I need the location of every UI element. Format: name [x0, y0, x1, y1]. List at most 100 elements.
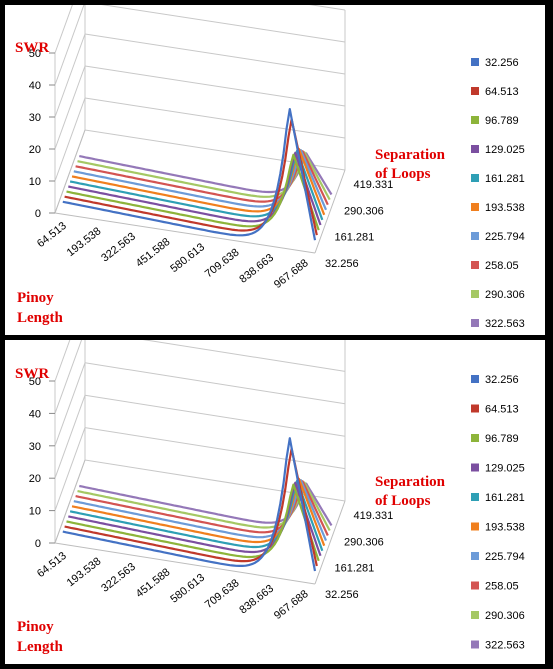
legend-label: 290.306	[485, 289, 525, 301]
legend-label: 161.281	[485, 492, 525, 504]
legend-swatch	[471, 375, 479, 383]
legend-swatch	[471, 404, 479, 413]
legend-label: 322.563	[485, 640, 525, 652]
legend-swatch	[471, 203, 479, 211]
gridline-back	[84, 362, 346, 405]
gridline-left	[54, 395, 86, 479]
legend-label: 129.025	[485, 144, 525, 156]
gridline-left	[54, 5, 85, 86]
chart-panel-top: 0 10 20 30 40 50 64.513 193.538 322.563 451.588 58…	[5, 5, 545, 335]
x-tick-label: 838.663	[237, 252, 276, 286]
z-tick-label: 30	[29, 112, 41, 124]
depth-tick-label: 32.256	[325, 589, 359, 601]
gridline-left	[54, 65, 86, 150]
depth-axis-label-line1: Separation	[375, 474, 446, 490]
depth-tick-label: 32.256	[325, 258, 359, 270]
legend-label: 161.281	[485, 173, 525, 185]
z-tick-label: 0	[35, 538, 41, 550]
gridline-left	[54, 427, 86, 511]
legend-label: 225.794	[485, 231, 525, 243]
depth-tick-label: 161.281	[335, 563, 375, 575]
gridline-left	[54, 340, 83, 414]
z-tick-label: 20	[29, 473, 41, 485]
legend-swatch	[471, 261, 479, 269]
series-line-96-789	[66, 153, 320, 231]
chart-top: 0102030405064.513193.538322.563451.58858…	[15, 5, 525, 330]
gridline-left	[54, 33, 86, 118]
x-tick-label: 451.588	[134, 566, 173, 600]
legend-label: 32.256	[485, 374, 519, 386]
floor-edge-right	[314, 500, 346, 585]
legend-label: 322.563	[485, 318, 525, 330]
legend-swatch	[471, 463, 479, 472]
x-axis-label-line1: Pinoy	[17, 290, 54, 306]
depth-tick-label: 290.306	[344, 205, 384, 217]
depth-tick-label: 161.281	[335, 232, 375, 244]
x-tick-label: 580.613	[168, 572, 207, 606]
gridline-back	[84, 394, 346, 437]
depth-axis-label-line2: of Loops	[375, 493, 431, 509]
z-tick-label: 30	[29, 441, 41, 453]
z-tick-label: 20	[29, 144, 41, 156]
legend-label: 96.789	[485, 115, 519, 127]
legend-swatch	[471, 232, 479, 240]
series-line-96-789	[66, 483, 320, 562]
series-line-64-513	[64, 118, 318, 236]
legend-label: 290.306	[485, 610, 525, 622]
floor-edge-left	[54, 459, 86, 544]
series-line-32-256	[62, 108, 317, 241]
x-tick-label: 838.663	[237, 583, 276, 617]
x-tick-label: 709.638	[203, 246, 242, 280]
x-axis-label-line2: Length	[17, 639, 64, 655]
legend-swatch	[471, 522, 479, 531]
legend-swatch	[471, 116, 479, 124]
x-tick-label: 967.688	[272, 588, 311, 622]
legend-label: 32.256	[485, 57, 519, 69]
floor-edge-right	[314, 169, 346, 254]
depth-tick-label: 419.331	[354, 179, 394, 191]
z-tick-label: 40	[29, 408, 41, 420]
legend-label: 193.538	[485, 202, 525, 214]
gridline-back	[84, 65, 346, 107]
x-tick-label: 64.513	[35, 550, 69, 580]
z-axis-label: SWR	[15, 366, 49, 382]
gridline-left	[54, 340, 71, 382]
x-tick-label: 580.613	[168, 241, 207, 275]
floor-edge-front	[54, 212, 316, 254]
z-tick-label: 40	[29, 80, 41, 92]
legend-label: 64.513	[485, 86, 519, 98]
x-tick-label: 709.638	[203, 577, 242, 611]
x-tick-label: 451.588	[134, 236, 173, 270]
legend-swatch	[471, 581, 479, 590]
legend-label: 96.789	[485, 433, 519, 445]
z-axis-label: SWR	[15, 40, 49, 56]
x-tick-label: 193.538	[65, 555, 104, 589]
legend-swatch	[471, 87, 479, 95]
depth-tick-label: 419.331	[354, 510, 394, 522]
legend-swatch	[471, 434, 479, 442]
gridline-left	[54, 5, 73, 54]
legend-label: 64.513	[485, 404, 519, 416]
gridline-back	[142, 340, 346, 372]
z-tick-label: 50	[29, 48, 41, 60]
legend-swatch	[471, 640, 479, 649]
depth-axis-label-line2: of Loops	[375, 166, 431, 182]
x-tick-label: 322.563	[99, 561, 138, 595]
gridline-left	[54, 97, 86, 182]
legend-swatch	[471, 174, 479, 182]
x-tick-label: 967.688	[272, 257, 311, 291]
x-tick-label: 322.563	[99, 231, 138, 265]
series-line-32-256	[62, 437, 317, 572]
legend-label: 129.025	[485, 463, 525, 475]
series-line-64-513	[64, 447, 318, 567]
depth-tick-label: 290.306	[344, 536, 384, 548]
x-tick-label: 64.513	[35, 220, 69, 250]
gridline-back	[84, 427, 346, 470]
legend-swatch	[471, 290, 479, 298]
x-axis-label-line2: Length	[17, 310, 64, 326]
legend-swatch	[471, 145, 479, 153]
z-tick-label: 0	[35, 208, 41, 220]
chart-panel-bottom: 0 10 20 30 40 50 64.513 193.538 322.563 451.588 58…	[5, 340, 545, 664]
legend-swatch	[471, 611, 479, 619]
